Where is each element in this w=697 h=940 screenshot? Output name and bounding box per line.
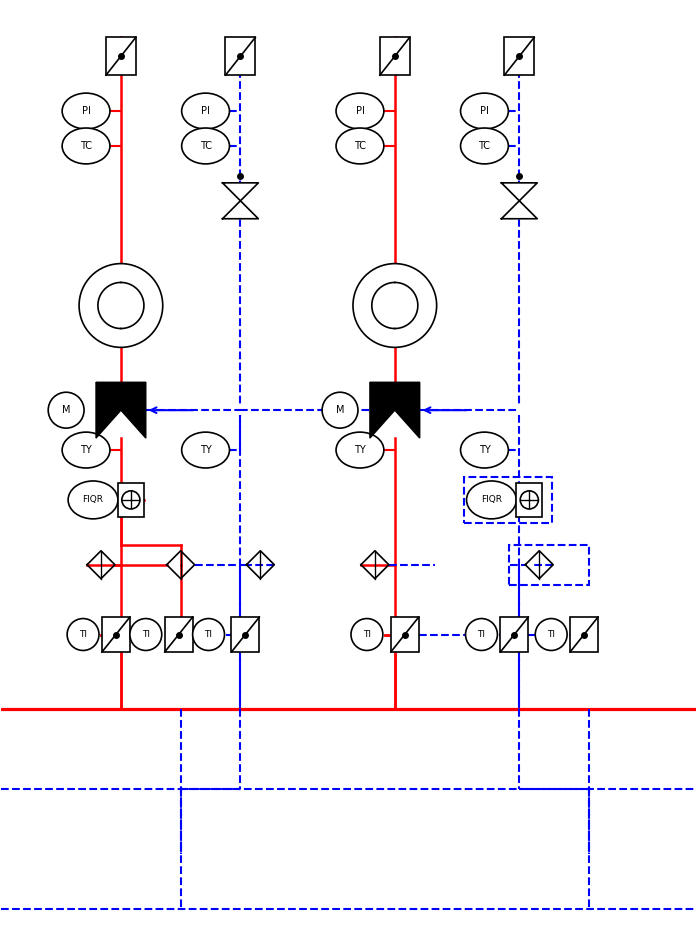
Text: TI: TI (477, 630, 486, 639)
Text: TY: TY (200, 445, 211, 455)
Bar (391, 617, 419, 652)
Text: TC: TC (354, 141, 366, 151)
Bar (102, 617, 130, 652)
Bar (380, 38, 410, 75)
Polygon shape (222, 183, 259, 201)
Circle shape (122, 491, 140, 509)
Ellipse shape (68, 481, 118, 519)
Bar (106, 38, 136, 75)
Bar (570, 617, 598, 652)
Bar (164, 617, 192, 652)
Circle shape (520, 491, 538, 509)
Polygon shape (395, 383, 420, 438)
Ellipse shape (182, 128, 229, 164)
Text: TI: TI (363, 630, 371, 639)
Ellipse shape (130, 619, 162, 650)
Text: TI: TI (79, 630, 87, 639)
Text: TY: TY (479, 445, 490, 455)
Polygon shape (501, 183, 537, 201)
Polygon shape (96, 383, 146, 410)
Ellipse shape (461, 432, 508, 468)
Ellipse shape (336, 93, 384, 129)
Ellipse shape (351, 619, 383, 650)
Text: TC: TC (478, 141, 491, 151)
Text: PI: PI (201, 106, 210, 116)
Ellipse shape (461, 93, 508, 129)
Text: TC: TC (80, 141, 92, 151)
Circle shape (322, 392, 358, 428)
Ellipse shape (62, 93, 110, 129)
Bar (118, 483, 144, 517)
Text: PI: PI (355, 106, 365, 116)
Bar (231, 617, 259, 652)
Bar (500, 617, 528, 652)
Polygon shape (370, 383, 395, 438)
Text: M: M (62, 405, 70, 415)
Ellipse shape (182, 432, 229, 468)
Ellipse shape (62, 432, 110, 468)
Ellipse shape (62, 128, 110, 164)
Polygon shape (222, 201, 259, 219)
Text: TI: TI (547, 630, 556, 639)
Circle shape (79, 263, 162, 348)
Text: FIQR: FIQR (481, 495, 502, 505)
Polygon shape (501, 201, 537, 219)
Text: TC: TC (199, 141, 212, 151)
Text: PI: PI (82, 106, 91, 116)
Ellipse shape (336, 432, 384, 468)
Text: M: M (336, 405, 344, 415)
Circle shape (48, 392, 84, 428)
Ellipse shape (466, 619, 498, 650)
Polygon shape (370, 383, 420, 410)
Ellipse shape (67, 619, 99, 650)
Bar (510, 545, 589, 585)
Ellipse shape (461, 128, 508, 164)
Text: TI: TI (204, 630, 213, 639)
Polygon shape (121, 383, 146, 438)
Ellipse shape (535, 619, 567, 650)
Circle shape (353, 263, 436, 348)
Ellipse shape (192, 619, 224, 650)
Text: FIQR: FIQR (82, 495, 104, 505)
Ellipse shape (182, 93, 229, 129)
Ellipse shape (466, 481, 516, 519)
Bar (226, 38, 255, 75)
Text: TY: TY (80, 445, 92, 455)
Bar (505, 38, 535, 75)
Text: TY: TY (354, 445, 366, 455)
Polygon shape (96, 383, 121, 438)
Ellipse shape (336, 128, 384, 164)
Text: TI: TI (141, 630, 150, 639)
Text: PI: PI (480, 106, 489, 116)
Bar (516, 483, 542, 517)
Bar (464, 477, 552, 523)
